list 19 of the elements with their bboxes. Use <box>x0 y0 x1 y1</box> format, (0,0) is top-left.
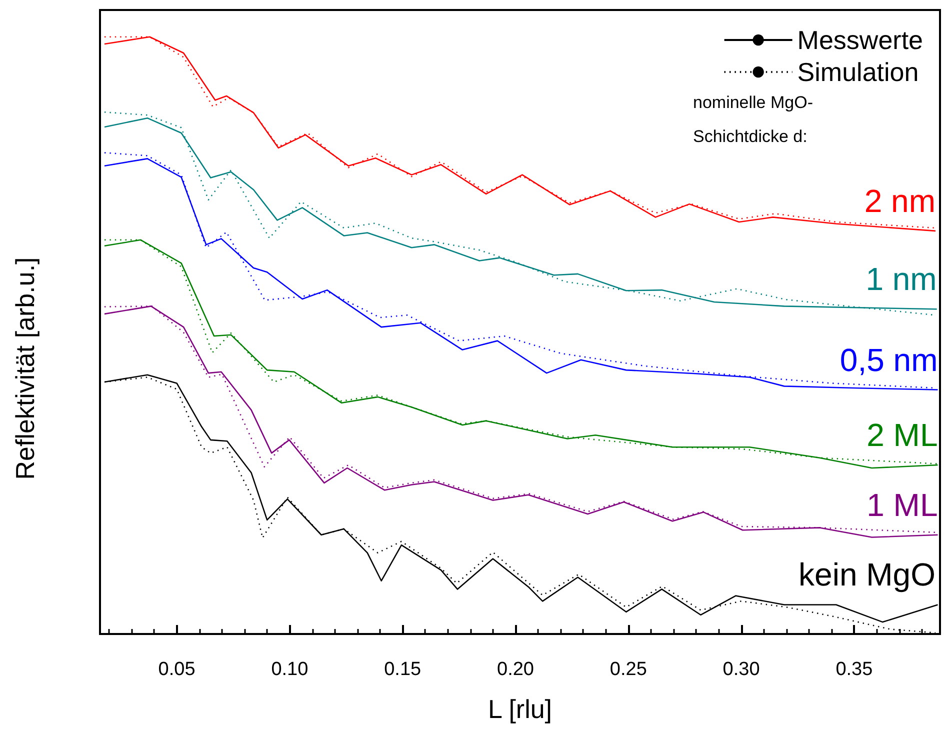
x-tick-label: 0.25 <box>610 659 647 680</box>
series-label: 2 nm <box>864 182 936 219</box>
series-label: 1 nm <box>866 261 937 298</box>
x-tick-label: 0.10 <box>271 659 308 680</box>
x-tick-label: 0.30 <box>722 659 760 680</box>
annotation: Schichtdicke d: <box>693 127 808 146</box>
x-tick-label: 0.05 <box>158 659 196 680</box>
legend-label: Simulation <box>797 57 919 87</box>
y-axis-title: Reflektivität [arb.u.] <box>10 257 40 480</box>
x-tick-label: 0.35 <box>836 659 873 680</box>
x-axis-title: L [rlu] <box>488 694 552 724</box>
annotation: nominelle MgO- <box>693 93 813 112</box>
x-tick-label: 0.20 <box>496 659 534 680</box>
series-label: 1 ML <box>866 486 938 523</box>
legend-label: Messwerte <box>797 25 924 55</box>
x-tick-label: 0.15 <box>384 659 422 680</box>
annotation: kein MgO <box>798 556 936 593</box>
series-label: 2 ML <box>866 417 938 454</box>
series-label: 0,5 nm <box>840 342 938 378</box>
